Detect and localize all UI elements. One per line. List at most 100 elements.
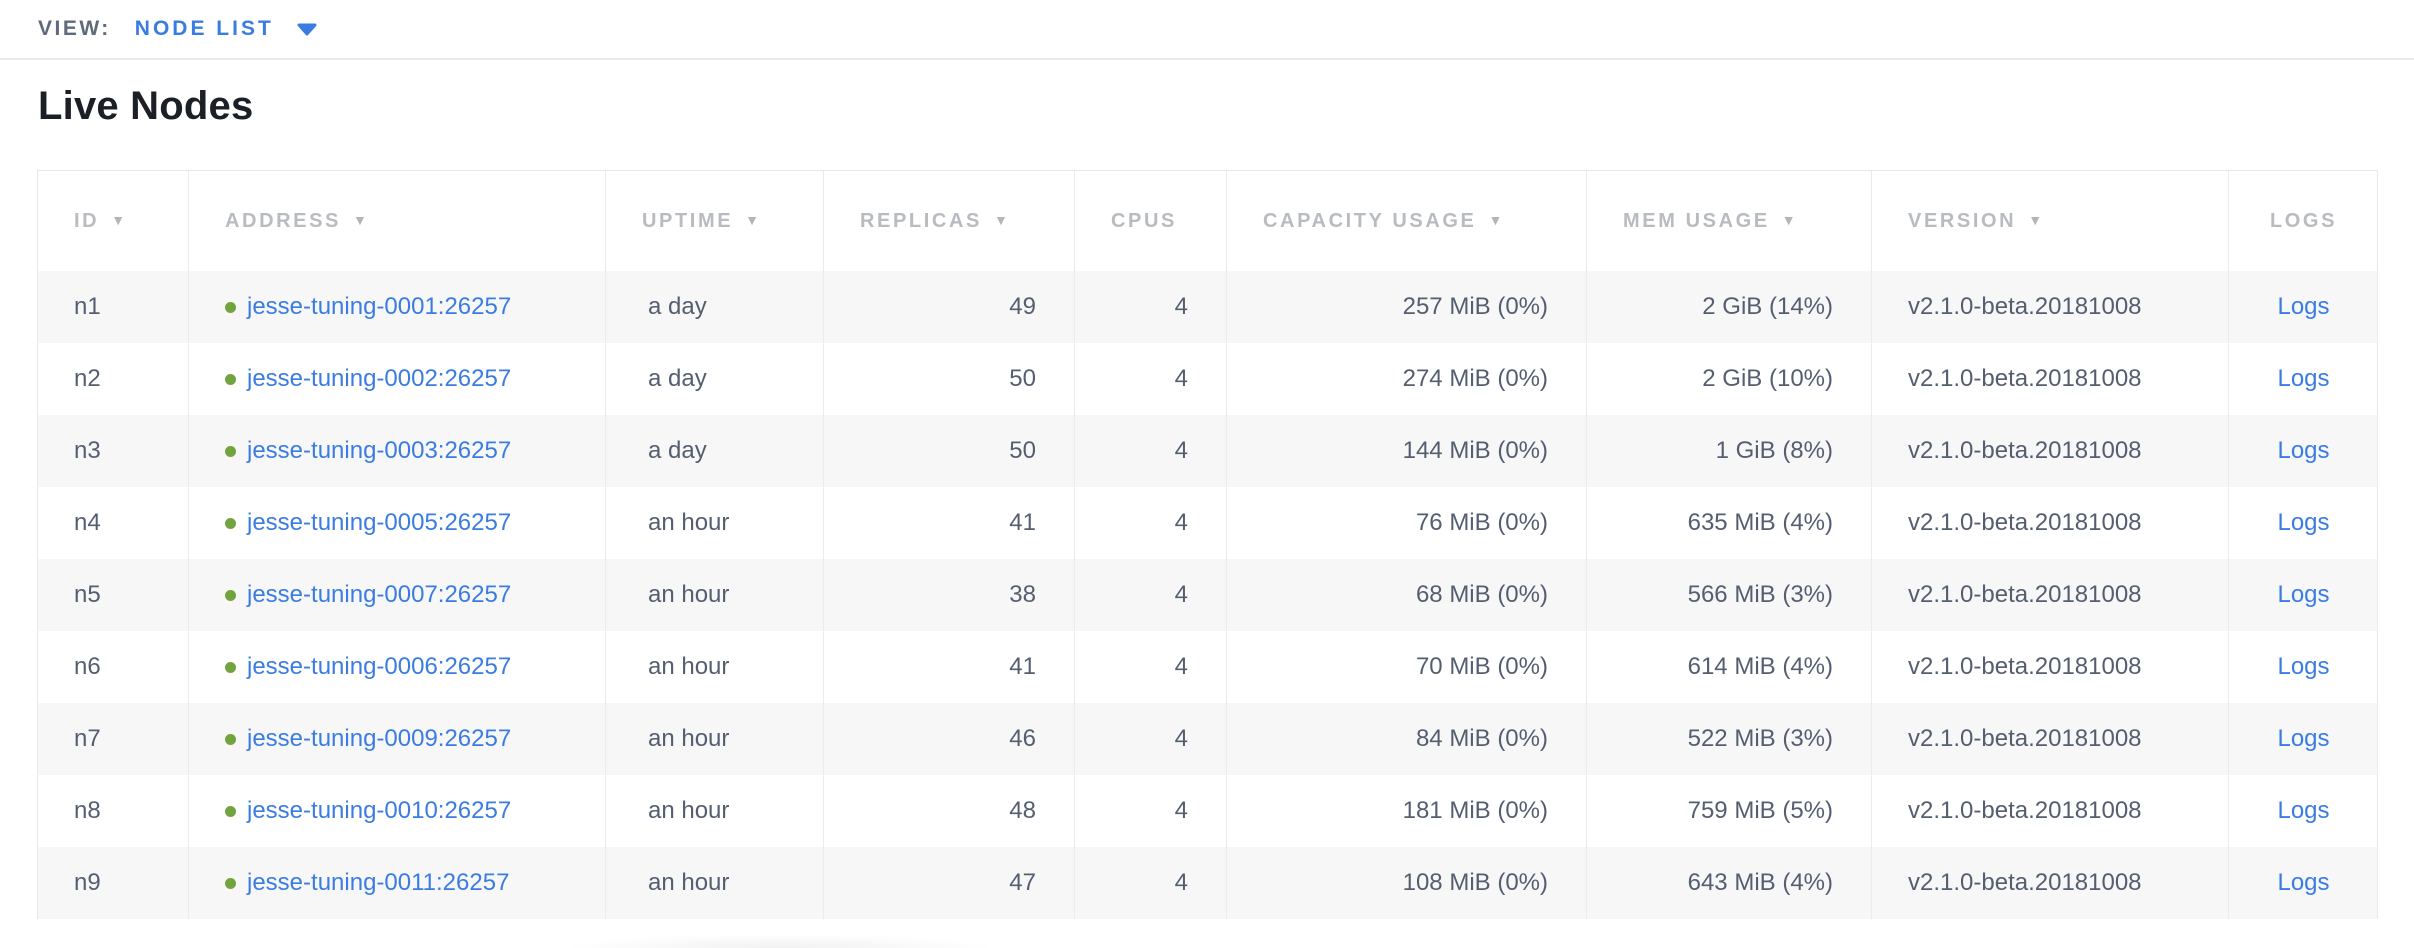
live-status-dot-icon xyxy=(225,589,236,601)
live-status-dot-icon xyxy=(225,301,236,313)
uptime-cell: an hour xyxy=(605,847,823,919)
mem-usage-cell: 522 MiB (3%) xyxy=(1586,703,1871,775)
sort-desc-icon: ▼ xyxy=(353,212,370,228)
address-link[interactable]: jesse-tuning-0011:26257 xyxy=(247,869,510,896)
version-cell: v2.1.0-beta.20181008 xyxy=(1871,847,2228,919)
capacity-usage-cell: 144 MiB (0%) xyxy=(1226,415,1586,487)
mem-usage-cell: 635 MiB (4%) xyxy=(1586,487,1871,559)
replicas-cell: 49 xyxy=(823,271,1074,343)
column-header-uptime[interactable]: UPTIME ▼ xyxy=(605,171,823,271)
address-link[interactable]: jesse-tuning-0007:26257 xyxy=(247,581,512,608)
column-header-label: MEM USAGE xyxy=(1623,209,1770,232)
table-row: n1 jesse-tuning-0001:26257 a day 49 4 25… xyxy=(38,271,2377,343)
capacity-usage-cell: 84 MiB (0%) xyxy=(1226,703,1586,775)
cpus-cell: 4 xyxy=(1074,415,1226,487)
id-cell: n9 xyxy=(74,869,101,896)
replicas-cell: 48 xyxy=(823,775,1074,847)
logs-link[interactable]: Logs xyxy=(2277,653,2330,680)
address-cell: jesse-tuning-0003:26257 xyxy=(188,415,605,487)
column-header-label: CAPACITY USAGE xyxy=(1263,209,1477,232)
logs-link[interactable]: Logs xyxy=(2277,509,2330,536)
logs-link[interactable]: Logs xyxy=(2277,725,2330,752)
address-link[interactable]: jesse-tuning-0006:26257 xyxy=(247,653,512,680)
address-link[interactable]: jesse-tuning-0002:26257 xyxy=(247,365,512,392)
uptime-cell: an hour xyxy=(605,487,823,559)
id-cell: n2 xyxy=(74,365,101,392)
id-cell: n8 xyxy=(74,797,101,824)
logs-link[interactable]: Logs xyxy=(2277,437,2330,464)
address-cell: jesse-tuning-0002:26257 xyxy=(188,343,605,415)
column-header-label: ADDRESS xyxy=(225,209,341,232)
uptime-cell: a day xyxy=(605,343,823,415)
column-header-capacity-usage[interactable]: CAPACITY USAGE ▼ xyxy=(1226,171,1586,271)
version-cell: v2.1.0-beta.20181008 xyxy=(1871,775,2228,847)
column-header-label: ID xyxy=(74,209,100,232)
address-cell: jesse-tuning-0011:26257 xyxy=(188,847,605,919)
logs-link[interactable]: Logs xyxy=(2277,365,2330,392)
version-cell: v2.1.0-beta.20181008 xyxy=(1871,559,2228,631)
cpus-cell: 4 xyxy=(1074,775,1226,847)
logs-link[interactable]: Logs xyxy=(2277,293,2330,320)
replicas-cell: 46 xyxy=(823,703,1074,775)
column-header-replicas[interactable]: REPLICAS ▼ xyxy=(823,171,1074,271)
logs-link[interactable]: Logs xyxy=(2277,797,2330,824)
address-link[interactable]: jesse-tuning-0010:26257 xyxy=(247,797,512,824)
address-link[interactable]: jesse-tuning-0001:26257 xyxy=(247,293,512,320)
capacity-usage-cell: 274 MiB (0%) xyxy=(1226,343,1586,415)
replicas-cell: 41 xyxy=(823,631,1074,703)
address-cell: jesse-tuning-0006:26257 xyxy=(188,631,605,703)
cpus-cell: 4 xyxy=(1074,271,1226,343)
sort-desc-icon: ▼ xyxy=(2028,212,2045,228)
column-header-mem-usage[interactable]: MEM USAGE ▼ xyxy=(1586,171,1871,271)
live-status-dot-icon xyxy=(225,877,236,889)
replicas-cell: 50 xyxy=(823,415,1074,487)
uptime-cell: an hour xyxy=(605,703,823,775)
address-cell: jesse-tuning-0009:26257 xyxy=(188,703,605,775)
address-link[interactable]: jesse-tuning-0009:26257 xyxy=(247,725,512,752)
column-header-label: UPTIME xyxy=(642,209,734,232)
table-row: n6 jesse-tuning-0006:26257 an hour 41 4 … xyxy=(38,631,2377,703)
version-cell: v2.1.0-beta.20181008 xyxy=(1871,415,2228,487)
table-row: n8 jesse-tuning-0010:26257 an hour 48 4 … xyxy=(38,775,2377,847)
logs-cell: Logs xyxy=(2228,487,2378,559)
cpus-cell: 4 xyxy=(1074,487,1226,559)
logs-cell: Logs xyxy=(2228,703,2378,775)
cpus-cell: 4 xyxy=(1074,559,1226,631)
logs-cell: Logs xyxy=(2228,343,2378,415)
bottom-scroll-shadow xyxy=(470,928,1090,948)
uptime-cell: an hour xyxy=(605,559,823,631)
id-cell: n1 xyxy=(74,293,101,320)
logs-link[interactable]: Logs xyxy=(2277,869,2330,896)
capacity-usage-cell: 257 MiB (0%) xyxy=(1226,271,1586,343)
version-cell: v2.1.0-beta.20181008 xyxy=(1871,487,2228,559)
address-link[interactable]: jesse-tuning-0005:26257 xyxy=(247,509,512,536)
live-status-dot-icon xyxy=(225,805,236,817)
version-cell: v2.1.0-beta.20181008 xyxy=(1871,703,2228,775)
logs-link[interactable]: Logs xyxy=(2277,581,2330,608)
column-header-address[interactable]: ADDRESS ▼ xyxy=(188,171,605,271)
capacity-usage-cell: 70 MiB (0%) xyxy=(1226,631,1586,703)
mem-usage-cell: 759 MiB (5%) xyxy=(1586,775,1871,847)
replicas-cell: 50 xyxy=(823,343,1074,415)
table-body: n1 jesse-tuning-0001:26257 a day 49 4 25… xyxy=(38,271,2377,919)
logs-cell: Logs xyxy=(2228,415,2378,487)
cpus-cell: 4 xyxy=(1074,631,1226,703)
id-cell: n4 xyxy=(74,509,101,536)
version-cell: v2.1.0-beta.20181008 xyxy=(1871,631,2228,703)
table-row: n9 jesse-tuning-0011:26257 an hour 47 4 … xyxy=(38,847,2377,919)
table-row: n3 jesse-tuning-0003:26257 a day 50 4 14… xyxy=(38,415,2377,487)
column-header-id[interactable]: ID ▼ xyxy=(38,171,188,271)
column-header-version[interactable]: VERSION ▼ xyxy=(1871,171,2228,271)
address-link[interactable]: jesse-tuning-0003:26257 xyxy=(247,437,512,464)
view-label: VIEW: xyxy=(38,17,111,40)
live-status-dot-icon xyxy=(225,661,236,673)
uptime-cell: a day xyxy=(605,271,823,343)
table-row: n7 jesse-tuning-0009:26257 an hour 46 4 … xyxy=(38,703,2377,775)
capacity-usage-cell: 108 MiB (0%) xyxy=(1226,847,1586,919)
replicas-cell: 47 xyxy=(823,847,1074,919)
version-cell: v2.1.0-beta.20181008 xyxy=(1871,271,2228,343)
mem-usage-cell: 2 GiB (10%) xyxy=(1586,343,1871,415)
view-dropdown[interactable]: NODE LIST xyxy=(135,17,318,41)
logs-cell: Logs xyxy=(2228,775,2378,847)
